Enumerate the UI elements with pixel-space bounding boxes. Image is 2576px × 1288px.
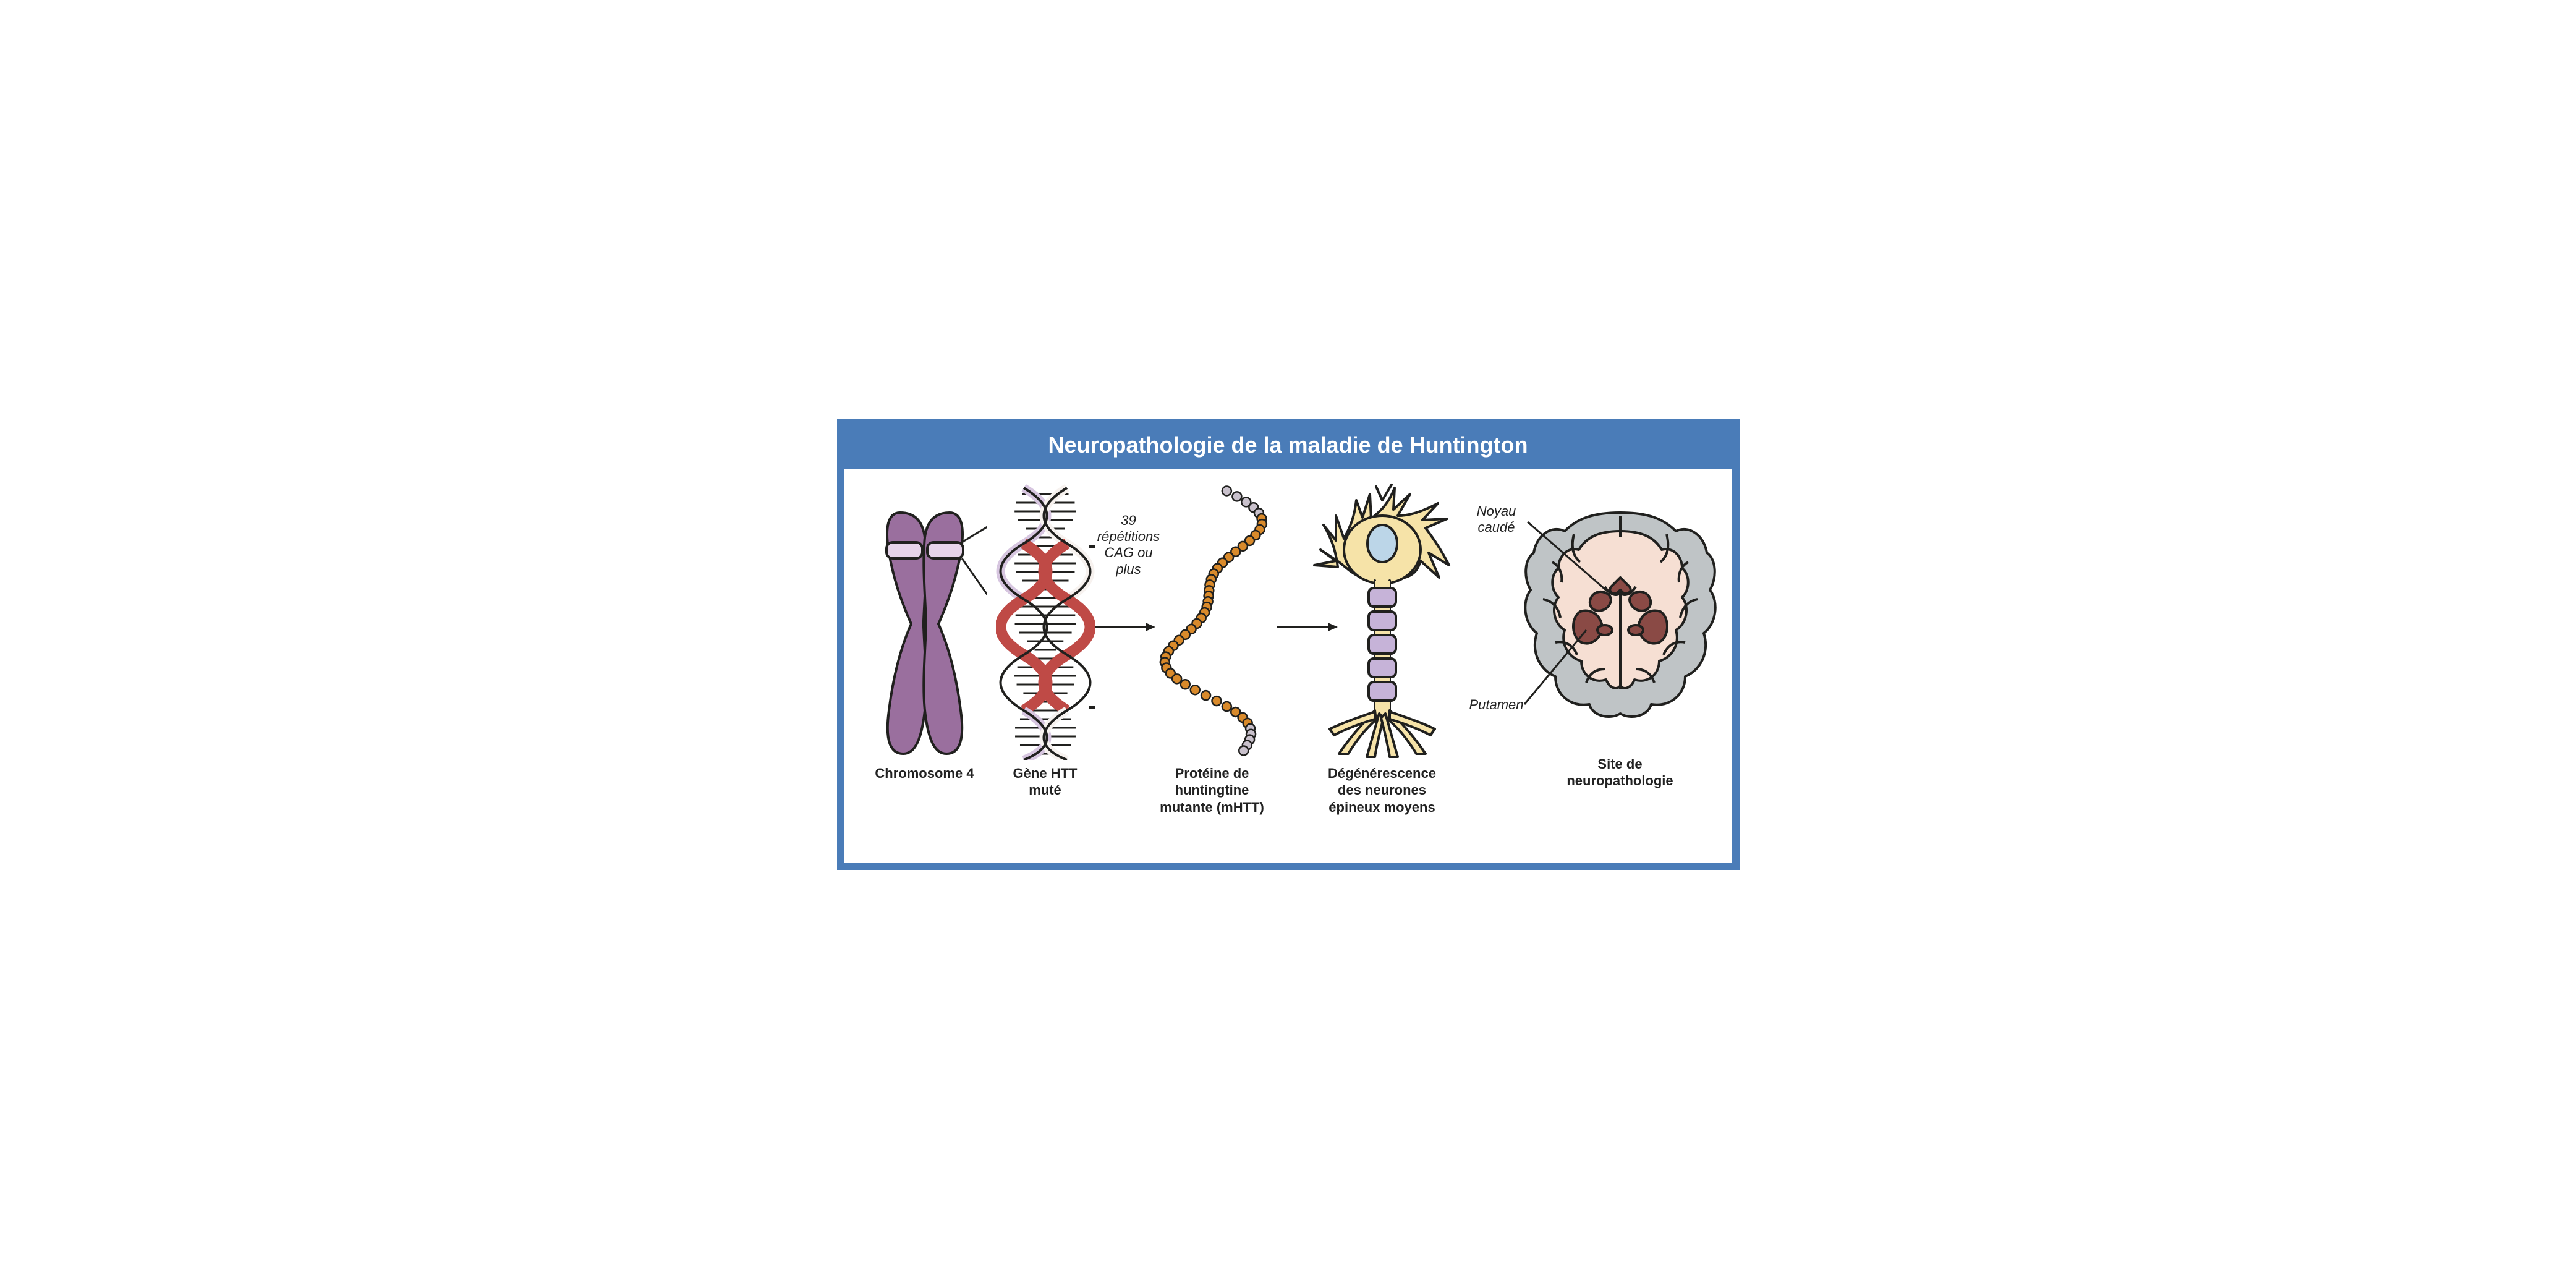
leader-lines: [844, 469, 1735, 853]
arrow-1: [1095, 621, 1157, 633]
diagram-content: Chromosome 4: [844, 469, 1732, 863]
diagram-frame: Neuropathologie de la maladie de Hunting…: [837, 419, 1740, 870]
diagram-title: Neuropathologie de la maladie de Hunting…: [1048, 432, 1528, 458]
title-bar: Neuropathologie de la maladie de Hunting…: [844, 426, 1732, 469]
arrow-2: [1277, 621, 1339, 633]
